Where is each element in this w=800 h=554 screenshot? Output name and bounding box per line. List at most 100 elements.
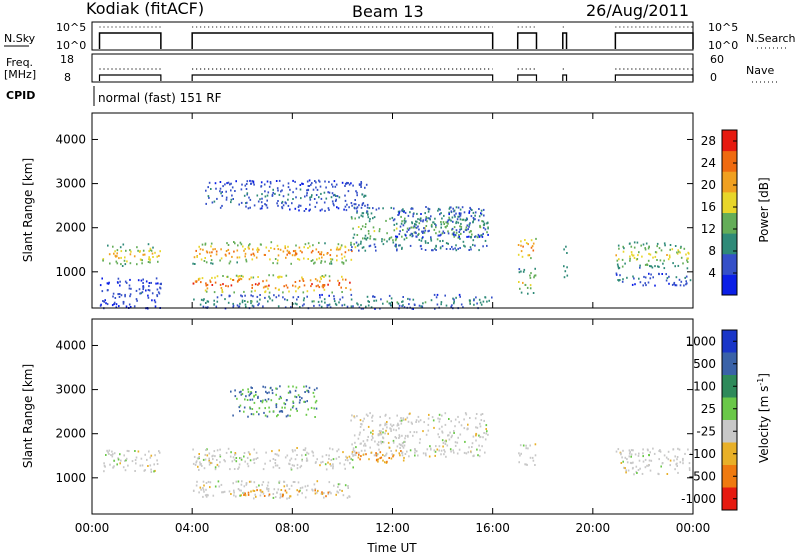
power-cell bbox=[418, 222, 421, 225]
velocity-cell bbox=[123, 454, 125, 457]
velocity-cell bbox=[286, 497, 288, 500]
power-cell bbox=[447, 222, 449, 225]
power-cell bbox=[469, 208, 472, 211]
velocity-cell bbox=[296, 447, 298, 449]
power-cell bbox=[294, 180, 296, 183]
velocity-cell bbox=[485, 432, 487, 435]
power-cell bbox=[346, 181, 348, 184]
power-cell bbox=[230, 284, 233, 287]
power-cell bbox=[425, 217, 427, 220]
power-cell bbox=[252, 248, 254, 251]
power-cell bbox=[372, 207, 374, 210]
power-cell bbox=[633, 277, 635, 280]
power-cell bbox=[141, 259, 143, 262]
power-cell bbox=[382, 302, 384, 305]
power-cell bbox=[342, 261, 345, 264]
power-cell bbox=[362, 307, 364, 310]
velocity-cell bbox=[375, 452, 377, 455]
power-cell bbox=[386, 300, 389, 303]
power-cell bbox=[236, 261, 238, 264]
velocity-cell bbox=[398, 452, 401, 455]
velocity-cell bbox=[380, 440, 382, 443]
power-cell bbox=[236, 249, 239, 252]
velocity-cell bbox=[628, 452, 631, 455]
velocity-cell bbox=[402, 417, 405, 420]
power-cell bbox=[281, 202, 283, 204]
velocity-cell bbox=[257, 397, 259, 399]
power-cell bbox=[383, 238, 386, 241]
power-cell bbox=[308, 179, 311, 182]
power-cell bbox=[230, 198, 233, 201]
power-cell bbox=[417, 225, 419, 228]
power-cell bbox=[351, 246, 353, 249]
power-cell bbox=[663, 242, 666, 245]
velocity-cell bbox=[669, 464, 671, 467]
power-cell bbox=[633, 246, 636, 249]
power-cell bbox=[487, 233, 489, 236]
power-cell bbox=[418, 238, 421, 241]
power-cell bbox=[239, 241, 242, 244]
velocity-cell bbox=[243, 452, 246, 454]
velocity-cell bbox=[268, 391, 270, 394]
power-cell bbox=[319, 185, 322, 188]
velocity-cell bbox=[366, 439, 369, 442]
power-cell bbox=[252, 305, 255, 308]
power-cell bbox=[480, 234, 482, 237]
power-cell bbox=[346, 203, 348, 206]
power-cell bbox=[230, 189, 232, 192]
velocity-cell bbox=[203, 490, 205, 493]
power-cell bbox=[654, 265, 656, 268]
velocity-cell bbox=[525, 463, 527, 466]
power-cell bbox=[396, 235, 399, 238]
velocity-cell bbox=[650, 459, 653, 462]
power-cell bbox=[459, 247, 461, 249]
power-cell bbox=[213, 303, 215, 306]
power-cell bbox=[461, 218, 464, 221]
power-cell bbox=[334, 302, 337, 305]
power-cell bbox=[303, 246, 305, 249]
power-cell bbox=[685, 283, 687, 286]
power-cell bbox=[251, 304, 254, 307]
power-cell bbox=[455, 222, 457, 225]
power-cell bbox=[222, 283, 224, 286]
power-cell bbox=[245, 202, 247, 205]
power-cell bbox=[616, 259, 619, 262]
velocity-cell bbox=[398, 435, 401, 438]
velocity-cell bbox=[220, 483, 223, 486]
power-cell bbox=[335, 198, 337, 201]
power-cell bbox=[124, 280, 127, 283]
power-cell bbox=[250, 290, 253, 293]
velocity-cell bbox=[440, 453, 442, 456]
velocity-cell bbox=[414, 449, 416, 452]
velocity-cell bbox=[263, 495, 266, 497]
power-cell bbox=[264, 195, 267, 198]
power-cell bbox=[299, 184, 302, 186]
power-cell bbox=[453, 226, 456, 229]
power-cell bbox=[427, 242, 429, 244]
power-cell bbox=[665, 279, 668, 282]
velocity-cell bbox=[253, 490, 256, 492]
power-cell bbox=[645, 284, 647, 287]
power-cell bbox=[330, 262, 333, 265]
velocity-cell bbox=[401, 434, 403, 437]
velocity-cell bbox=[217, 465, 220, 468]
velocity-cell bbox=[253, 401, 256, 404]
velocity-cell bbox=[379, 433, 381, 436]
power-cell bbox=[344, 199, 347, 202]
velocity-cell bbox=[202, 480, 205, 483]
velocity-cell bbox=[526, 463, 528, 466]
power-cell bbox=[211, 262, 214, 265]
power-cell bbox=[447, 230, 449, 233]
velocity-cell bbox=[323, 492, 325, 495]
power-cell bbox=[101, 290, 104, 293]
velocity-cell bbox=[272, 466, 275, 469]
power-cell bbox=[520, 291, 523, 294]
nsearch-label: N.Search bbox=[746, 32, 796, 45]
power-cell bbox=[617, 267, 620, 270]
velocity-cell bbox=[364, 444, 367, 447]
power-cell bbox=[622, 278, 624, 281]
velocity-cell bbox=[446, 444, 449, 447]
velocity-cell bbox=[376, 443, 379, 446]
velocity-cell bbox=[304, 449, 306, 452]
